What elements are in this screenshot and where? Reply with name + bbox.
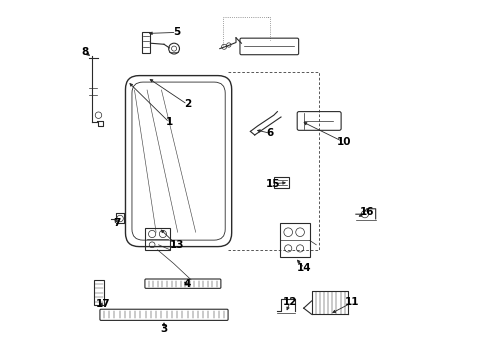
Text: 4: 4	[184, 279, 191, 289]
Text: 6: 6	[267, 128, 274, 138]
Text: 14: 14	[297, 263, 312, 273]
Text: 2: 2	[184, 99, 191, 109]
Text: 11: 11	[345, 297, 360, 307]
Text: 16: 16	[360, 207, 375, 217]
Text: 17: 17	[96, 299, 110, 309]
Bar	[274, 177, 289, 188]
Text: 7: 7	[114, 218, 121, 228]
Text: 5: 5	[173, 27, 180, 37]
Text: 1: 1	[166, 117, 173, 127]
Text: 12: 12	[283, 297, 297, 307]
Text: 8: 8	[81, 47, 89, 57]
Text: 15: 15	[266, 179, 280, 189]
Bar	[280, 223, 310, 257]
Text: 3: 3	[160, 324, 168, 334]
Text: 10: 10	[337, 137, 351, 147]
Bar	[94, 280, 104, 305]
Bar	[145, 228, 170, 250]
Bar	[143, 32, 150, 53]
Text: 13: 13	[170, 240, 184, 250]
